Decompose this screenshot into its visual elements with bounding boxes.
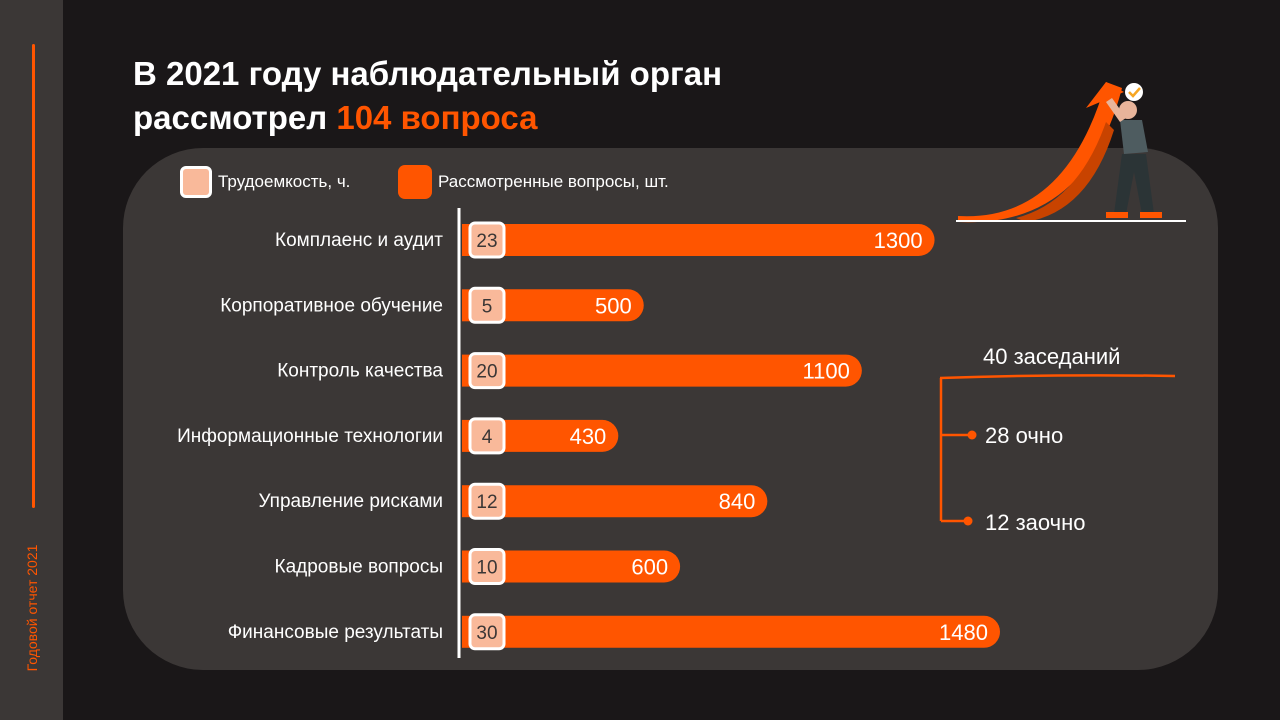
bar-questions bbox=[462, 615, 1000, 648]
bar-questions-value: 600 bbox=[631, 555, 668, 580]
bar-labor-value: 20 bbox=[476, 362, 497, 383]
bar-labor-value: 30 bbox=[476, 623, 497, 644]
bar-questions-value: 840 bbox=[719, 489, 756, 514]
page-title: В 2021 году наблюдательный орган рассмот… bbox=[133, 52, 722, 140]
title-line1: В 2021 году наблюдательный орган bbox=[133, 55, 723, 92]
bar-questions bbox=[462, 550, 681, 583]
bar-questions-value: 430 bbox=[570, 424, 607, 449]
bar-labor-value: 12 bbox=[476, 492, 497, 513]
category-label: Корпоративное обучение bbox=[220, 295, 443, 316]
bar-labor-value: 10 bbox=[476, 558, 497, 579]
legend-questions: Рассмотренные вопросы, шт. bbox=[398, 165, 669, 199]
bar-labor-value: 5 bbox=[482, 296, 493, 317]
category-label: Кадровые вопросы bbox=[275, 557, 443, 578]
category-label: Контроль качества bbox=[277, 361, 443, 382]
bar-questions bbox=[462, 224, 935, 256]
bar-labor-box bbox=[468, 613, 506, 651]
bar-questions bbox=[462, 289, 644, 322]
category-label: Управление рисками bbox=[258, 491, 443, 512]
bar-labor-box bbox=[468, 482, 506, 520]
legend-questions-label: Рассмотренные вопросы, шт. bbox=[438, 172, 669, 191]
bar-labor-box bbox=[468, 221, 506, 259]
meetings-total: 40 заседаний bbox=[983, 344, 1121, 369]
legend-labor: Трудоемкость, ч. bbox=[180, 165, 350, 199]
bar-questions-value: 1300 bbox=[874, 228, 923, 253]
meetings-in-person: 28 очно bbox=[985, 423, 1064, 448]
bar-questions bbox=[462, 485, 768, 518]
bar-labor-value: 23 bbox=[476, 231, 497, 252]
bar-labor-box bbox=[468, 417, 506, 455]
category-label: Комплаенс и аудит bbox=[275, 230, 443, 251]
legend-labor-swatch bbox=[180, 166, 212, 198]
side-strip: Годовой отчет 2021 bbox=[0, 0, 63, 720]
bar-questions-value: 1480 bbox=[939, 620, 988, 645]
category-label: Финансовые результаты bbox=[228, 622, 443, 643]
legend-labor-label: Трудоемкость, ч. bbox=[218, 172, 351, 191]
bar-questions-value: 1100 bbox=[803, 359, 850, 384]
bar-labor-box bbox=[468, 548, 506, 585]
title-line2-prefix: рассмотрел bbox=[133, 99, 337, 136]
bar-questions bbox=[462, 354, 862, 387]
bar-questions-value: 500 bbox=[595, 293, 632, 318]
bar-labor-value: 4 bbox=[482, 427, 493, 448]
category-label: Информационные технологии bbox=[177, 426, 443, 447]
growth-arrow-illustration bbox=[956, 82, 1186, 223]
bar-labor-box bbox=[468, 286, 506, 324]
title-highlight: 104 вопроса bbox=[336, 99, 538, 136]
side-accent-line bbox=[32, 44, 35, 508]
bar-labor-box bbox=[468, 352, 506, 390]
meetings-absentee: 12 заочно bbox=[985, 510, 1086, 535]
legend-questions-swatch bbox=[398, 165, 432, 199]
